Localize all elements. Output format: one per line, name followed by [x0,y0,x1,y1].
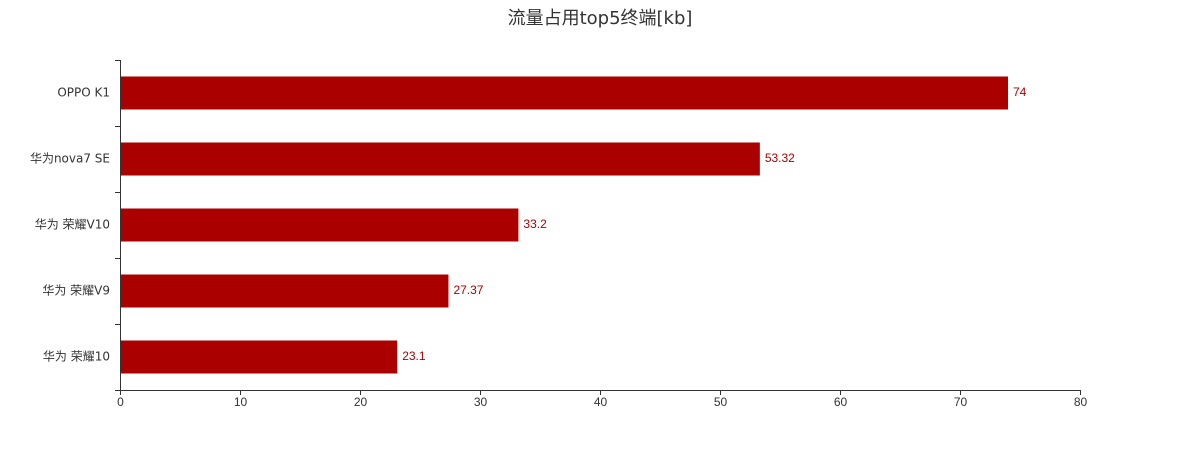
x-tick-label-6: 60 [834,395,848,409]
category-label-1: OPPO K1 [57,86,110,100]
data-label-2: 53.32 [765,151,795,165]
bar-5 [120,340,398,374]
x-tick-label-2: 20 [354,395,368,409]
category-label-2: 华为nova7 SE [30,152,110,166]
labels-layer: OPPO K1 74 华为nova7 SE 53.32 华为 荣耀V10 33.2 华为 荣… [30,85,1088,409]
x-tick-label-4: 40 [594,395,608,409]
category-label-4: 华为 荣耀V9 [42,284,110,298]
x-tick-label-0: 0 [117,395,124,409]
category-label-5: 华为 荣耀10 [43,350,110,364]
x-tick-label-8: 80 [1074,395,1088,409]
bar-2 [120,142,760,176]
chart-title: 流量占用top5终端[kb] [507,8,693,29]
axes-layer [115,60,1081,395]
x-tick-label-1: 10 [234,395,248,409]
data-label-1: 74 [1013,85,1027,99]
data-label-4: 27.37 [453,283,483,297]
bars-layer [120,76,1008,374]
bar-4 [120,274,449,308]
data-label-3: 33.2 [523,217,547,231]
x-tick-label-7: 70 [954,395,968,409]
x-tick-label-3: 30 [474,395,488,409]
category-label-3: 华为 荣耀V10 [35,218,110,232]
x-tick-label-5: 50 [714,395,728,409]
bar-3 [120,208,519,242]
bar-1 [120,76,1008,110]
data-label-5: 23.1 [402,349,426,363]
